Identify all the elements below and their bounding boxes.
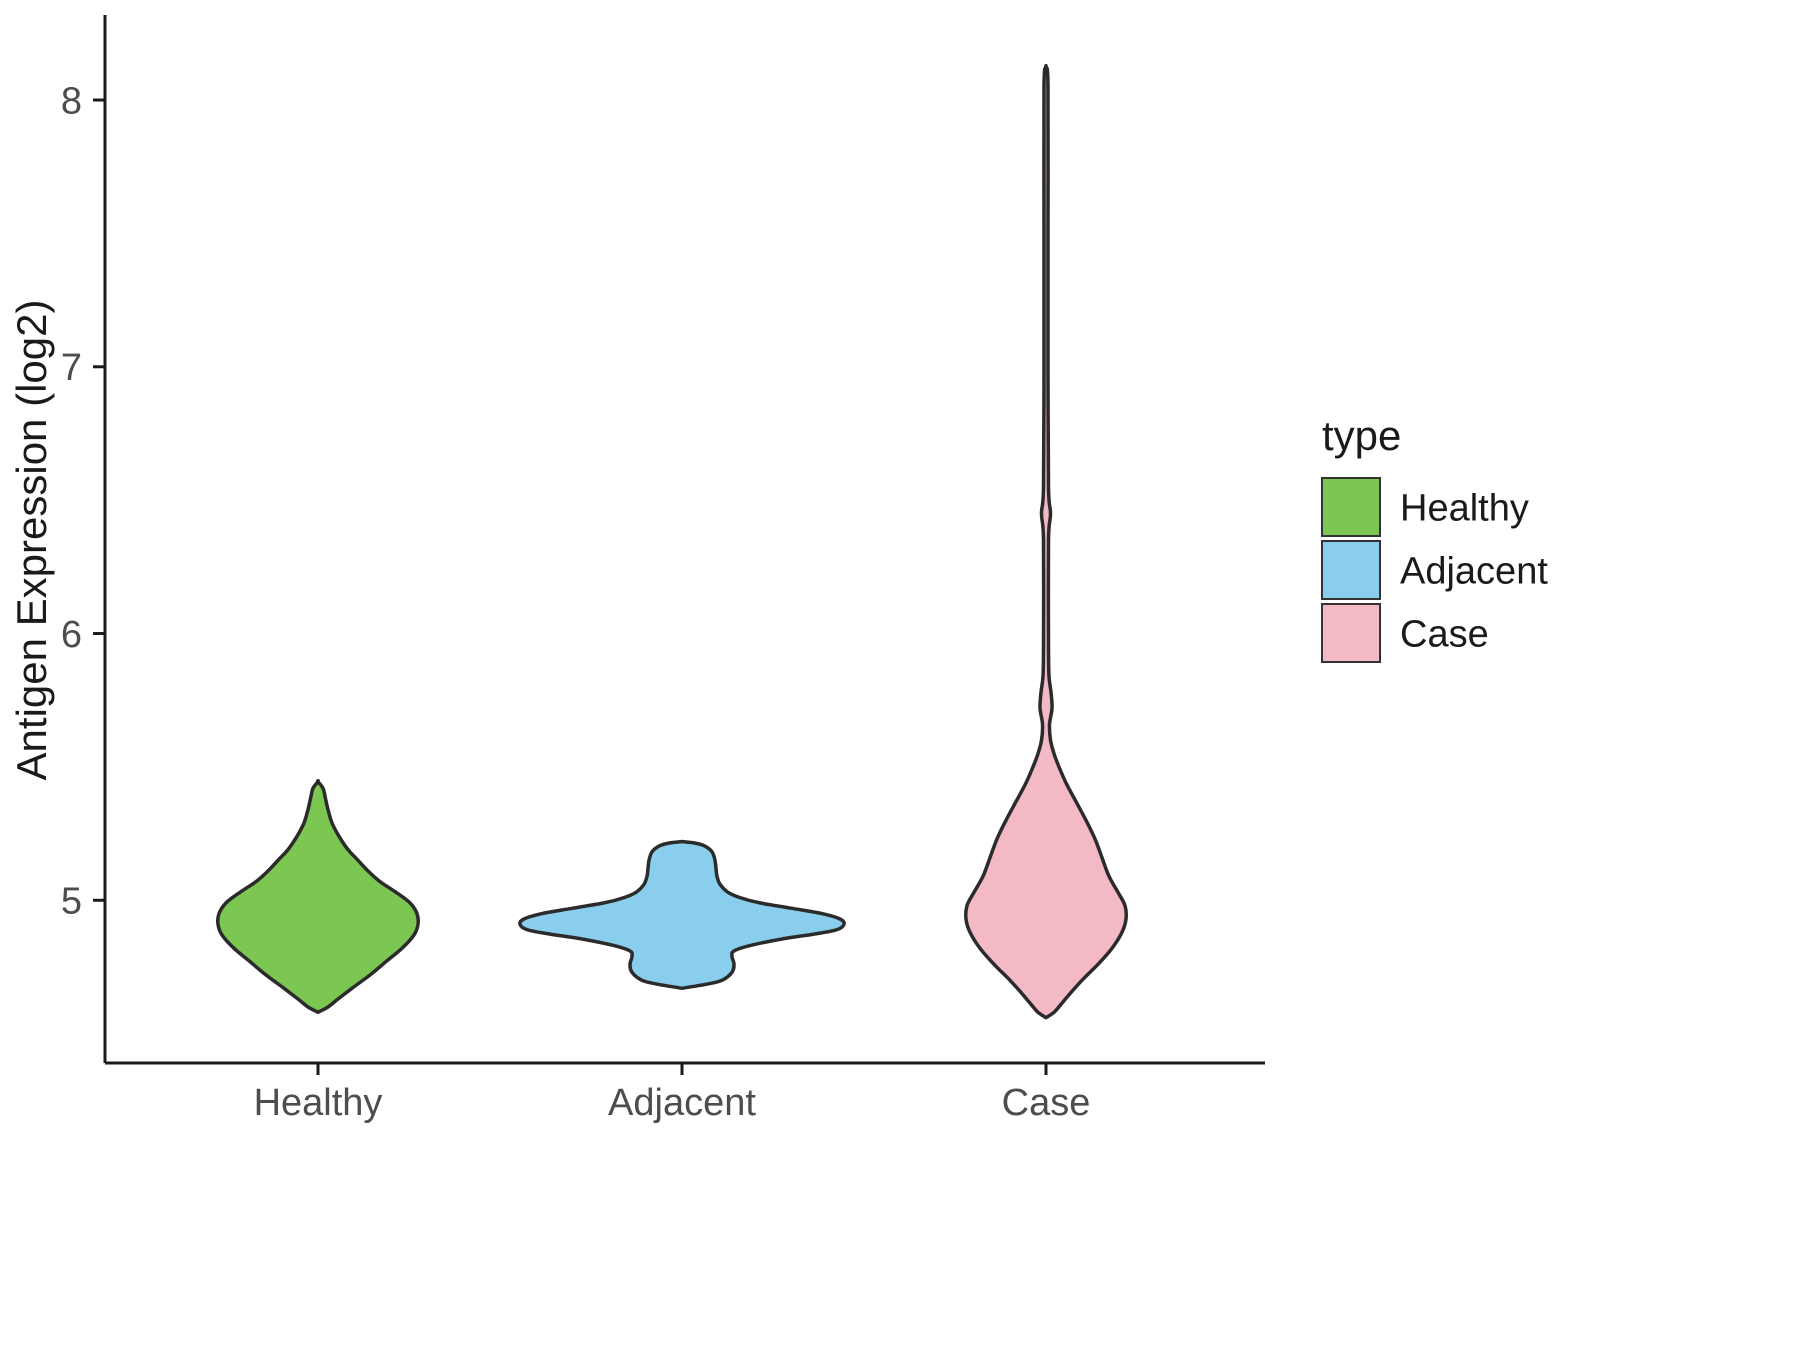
legend-key-case — [1321, 603, 1381, 663]
x-tick-label-adjacent: Adjacent — [608, 1082, 756, 1124]
legend-label-healthy: Healthy — [1400, 487, 1529, 529]
y-ticks-group: 5 6 7 8 — [61, 80, 105, 923]
violin-case — [964, 63, 1128, 1020]
legend-items-group: Healthy Adjacent Case — [1321, 477, 1548, 663]
violins-group — [216, 63, 1128, 1020]
y-axis-title: Antigen Expression (log2) — [8, 300, 55, 781]
legend-label-adjacent: Adjacent — [1400, 550, 1548, 592]
legend-key-healthy — [1321, 477, 1381, 537]
x-tick-label-case: Case — [1002, 1082, 1091, 1124]
legend-key-adjacent — [1321, 540, 1381, 600]
x-tick-label-healthy: Healthy — [254, 1082, 383, 1124]
legend-title: type — [1322, 412, 1401, 459]
legend-label-case: Case — [1400, 613, 1489, 655]
y-tick-label: 6 — [61, 614, 82, 656]
x-ticks-group: Healthy Adjacent Case — [254, 1063, 1091, 1124]
legend: type Healthy Adjacent Case — [1321, 412, 1548, 663]
y-tick-label: 7 — [61, 347, 82, 389]
y-tick-label: 8 — [61, 80, 82, 122]
violin-healthy — [216, 779, 420, 1015]
y-tick-label: 5 — [61, 881, 82, 923]
violin-adjacent — [518, 839, 846, 991]
